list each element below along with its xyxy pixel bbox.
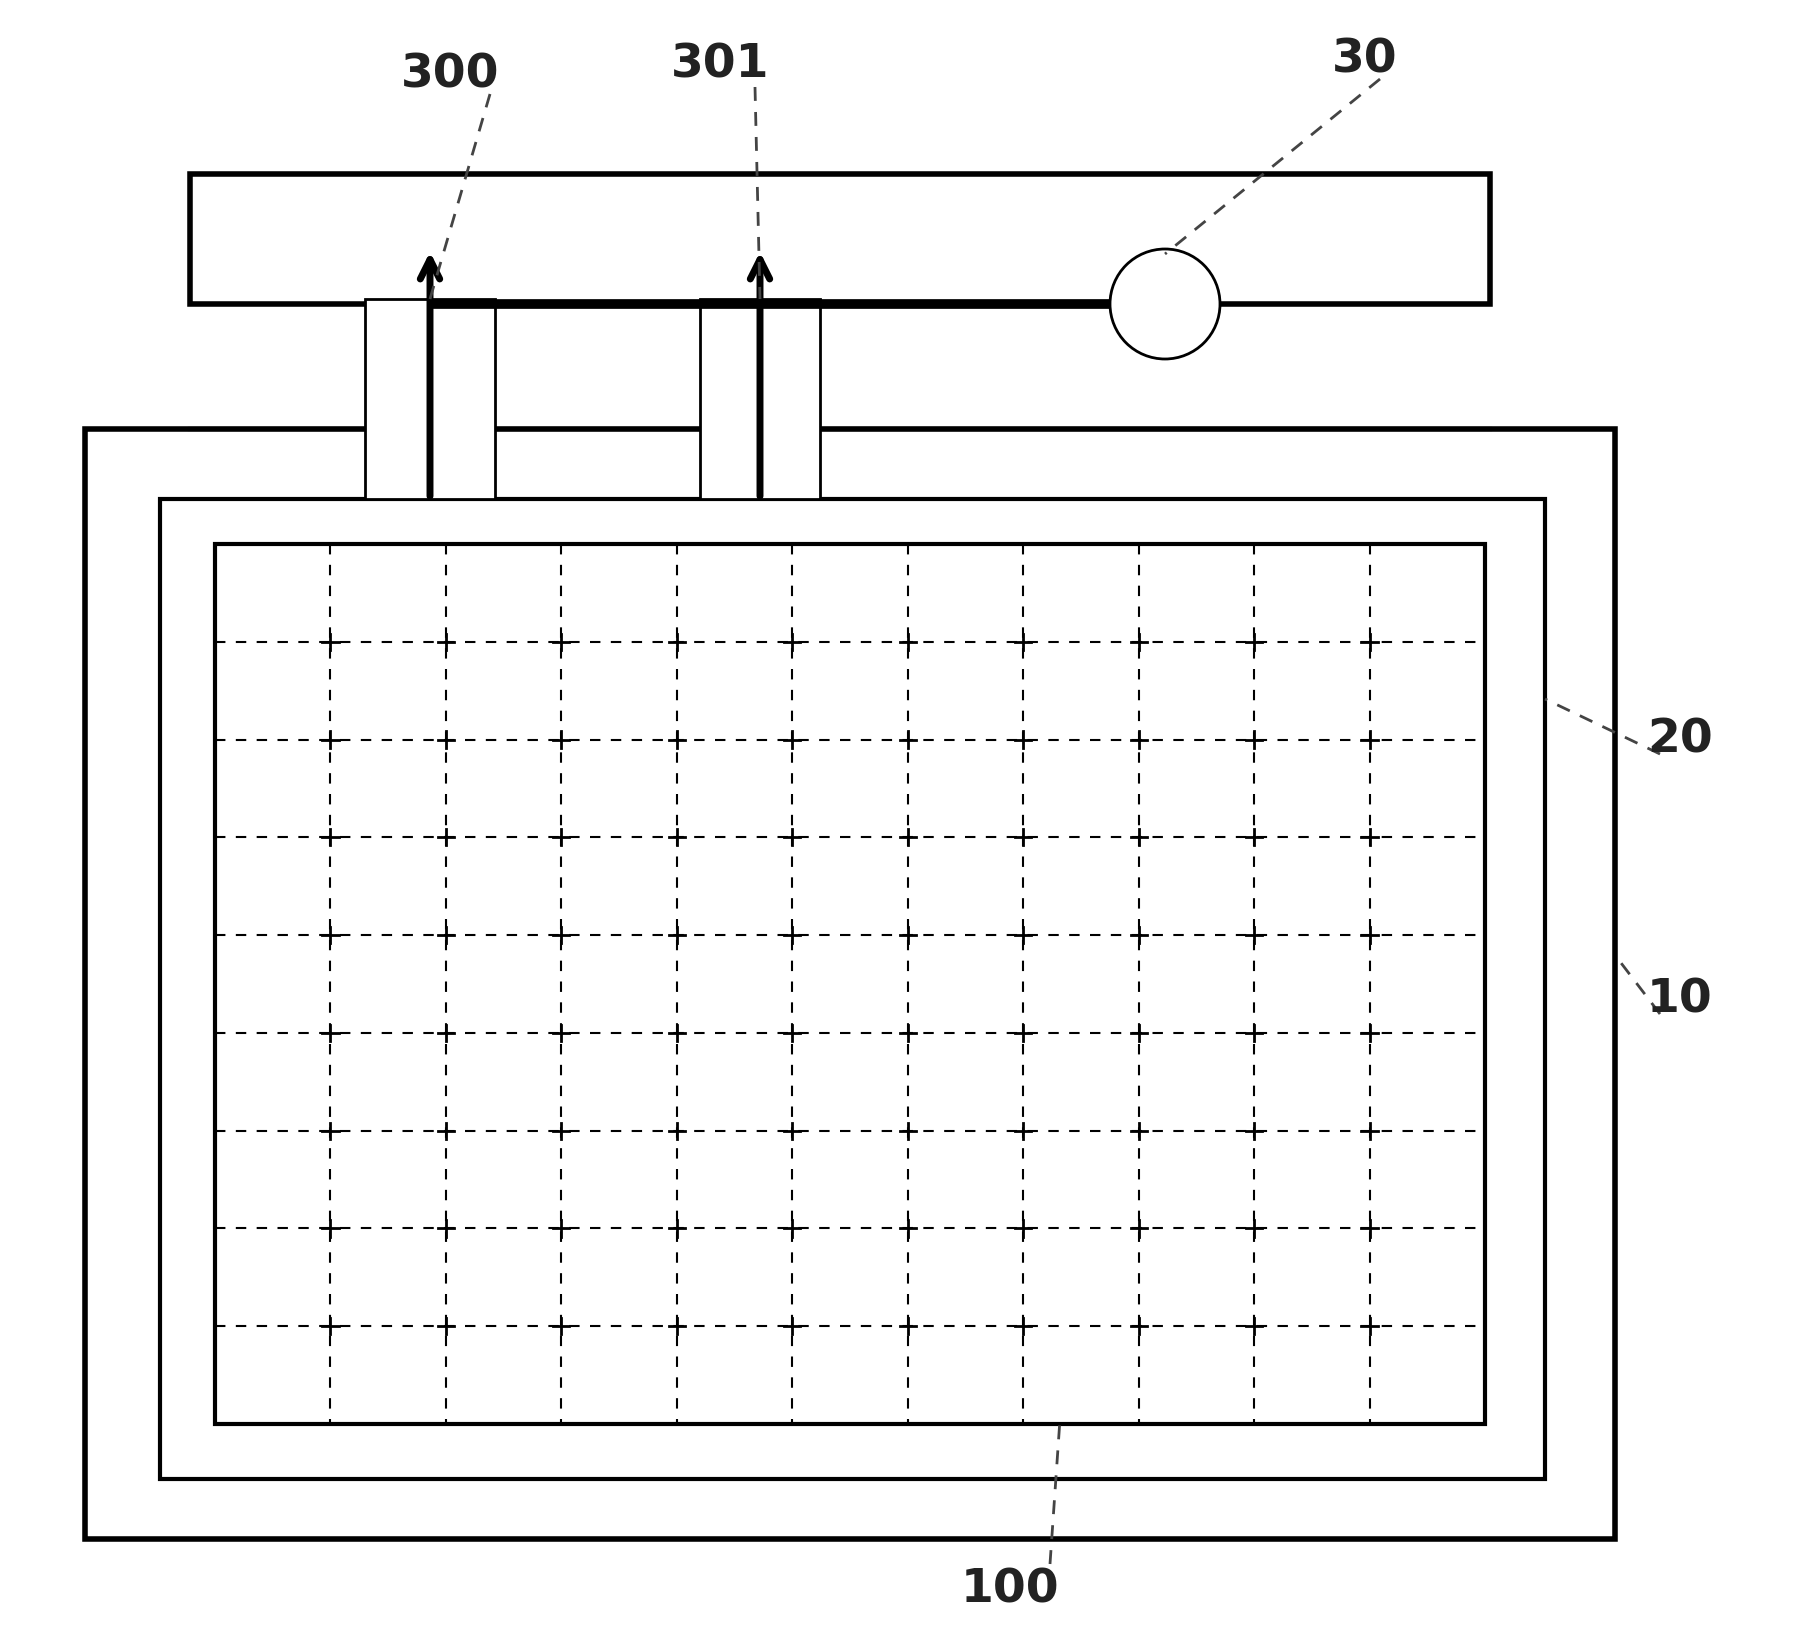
Text: 30: 30	[1332, 38, 1399, 83]
Bar	[699, 300, 819, 499]
Bar	[215, 545, 1485, 1425]
Text: 10: 10	[1648, 978, 1712, 1022]
Text: 300: 300	[402, 52, 498, 98]
Bar	[84, 429, 1615, 1539]
Text: 100: 100	[961, 1567, 1060, 1611]
Text: 301: 301	[671, 42, 769, 88]
Bar	[190, 175, 1490, 305]
Circle shape	[1110, 250, 1219, 359]
Text: 20: 20	[1648, 716, 1712, 762]
Bar	[366, 300, 495, 499]
Bar	[160, 499, 1546, 1479]
